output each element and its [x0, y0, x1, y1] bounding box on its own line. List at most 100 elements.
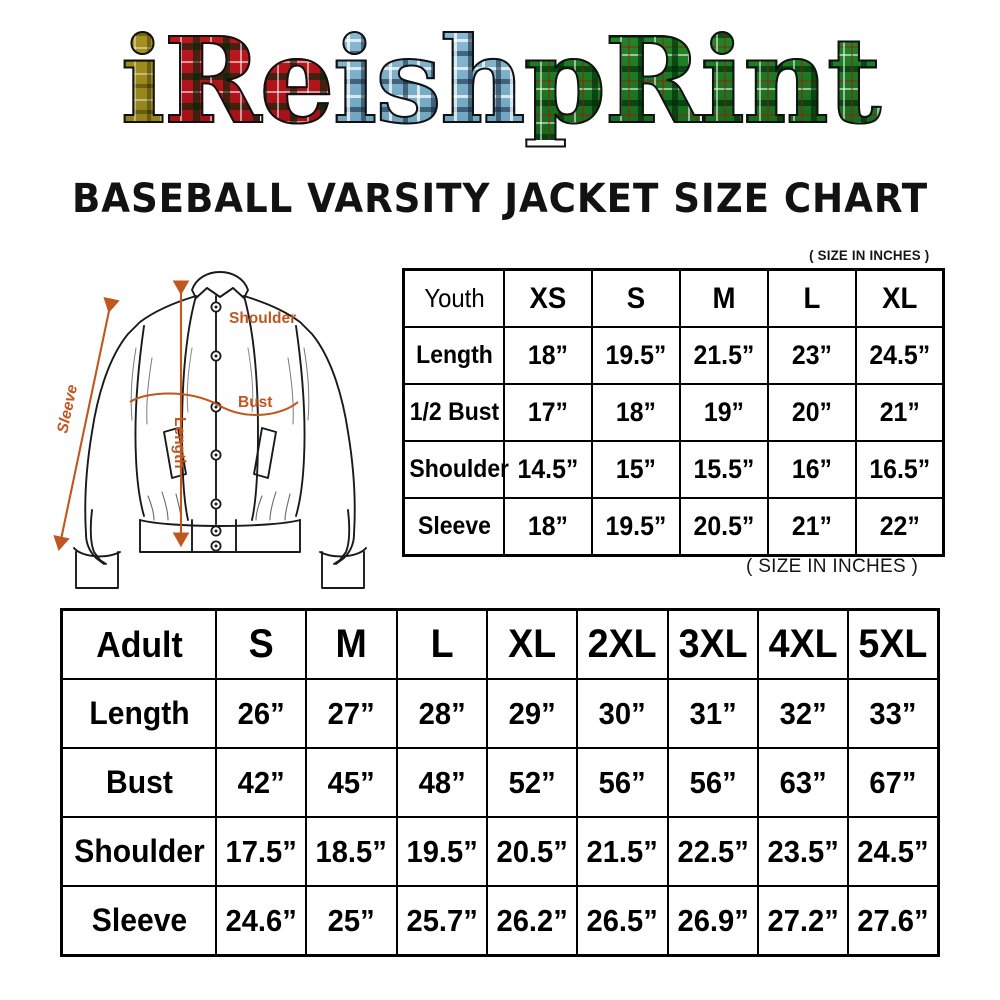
table-cell: 27”: [308, 678, 395, 749]
table-cell: 21”: [770, 497, 853, 557]
table-header-row: Adult S M L XL 2XL 3XL 4XL 5XL: [62, 608, 939, 680]
table-header-row: Youth XS S M L XL: [404, 268, 944, 328]
table-cell: 56”: [579, 747, 666, 818]
table-cell: 33”: [849, 678, 937, 749]
left-cuff: [75, 551, 119, 589]
adult-row-label-sleeve: Sleeve: [65, 885, 213, 957]
table-cell: 16.5”: [858, 440, 941, 499]
adult-col-3xl: 3XL: [669, 608, 757, 680]
brand-letter-10: t: [826, 11, 882, 150]
brand-letter-4: s: [374, 11, 442, 150]
table-cell: 26”: [217, 678, 305, 749]
table-cell: 32”: [759, 678, 847, 749]
table-cell: 14.5”: [506, 440, 590, 499]
table-cell: 21”: [858, 383, 941, 442]
table-cell: 48”: [398, 747, 486, 818]
table-cell: 27.2”: [759, 885, 847, 957]
right-side-outline: [243, 295, 356, 565]
table-cell: 15”: [594, 440, 678, 499]
brand-letter-7: R: [603, 11, 703, 150]
table-cell: 52”: [488, 747, 576, 818]
waistband-top-curve: [139, 519, 301, 527]
table-cell: 20.5”: [488, 816, 576, 887]
table-cell: 23”: [770, 326, 853, 385]
table-cell: 30”: [579, 678, 666, 749]
adult-col-xl: XL: [488, 608, 576, 680]
brand-logo-text: iReishpRint: [120, 11, 883, 150]
table-cell: 26.2”: [488, 885, 576, 957]
table-cell: 20”: [770, 383, 853, 442]
table-row: Sleeve 24.6” 25” 25.7” 26.2” 26.5” 26.9”…: [62, 885, 939, 957]
left-sleeve-seam: [134, 325, 145, 517]
youth-col-l: L: [770, 268, 853, 328]
bust-arrow: [129, 392, 299, 417]
table-cell: 19.5”: [594, 326, 678, 385]
table-cell: 19.5”: [398, 816, 486, 887]
right-cuff: [321, 551, 365, 589]
table-cell: 19.5”: [594, 497, 678, 557]
table-row: Shoulder 14.5” 15” 15.5” 16” 16.5”: [404, 440, 944, 499]
table-cell: 28”: [398, 678, 486, 749]
right-pocket: [253, 427, 277, 479]
table-cell: 17”: [506, 383, 590, 442]
table-cell: 56”: [669, 747, 757, 818]
adult-col-4xl: 4XL: [759, 608, 847, 680]
table-cell: 17.5”: [217, 816, 305, 887]
table-cell: 31”: [669, 678, 757, 749]
table-cell: 67”: [849, 747, 937, 818]
table-cell: 24.5”: [849, 816, 937, 887]
collar-outline: [191, 271, 249, 299]
table-cell: 26.9”: [669, 885, 757, 957]
right-sleeve-lower: [333, 509, 351, 565]
youth-row-label-shoulder: Shoulder: [406, 440, 509, 499]
sleeve-arrow: [53, 296, 120, 552]
adult-col-l: L: [398, 608, 486, 680]
table-cell: 45”: [308, 747, 395, 818]
adult-row-label-shoulder: Shoulder: [65, 816, 213, 887]
table-cell: 19”: [682, 383, 766, 442]
table-cell: 18”: [506, 326, 590, 385]
brand-letter-0: i: [120, 11, 167, 150]
table-cell: 22.5”: [669, 816, 757, 887]
brand-letter-8: i: [699, 11, 746, 150]
table-cell: 18.5”: [308, 816, 395, 887]
table-cell: 24.6”: [217, 885, 305, 957]
left-panel-seam: [181, 295, 197, 521]
adult-col-2xl: 2XL: [579, 608, 666, 680]
jacket-measurement-diagram: Shoulder Length Bust Sleeve: [40, 252, 400, 597]
table-cell: 26.5”: [579, 885, 666, 957]
table-row: Sleeve 18” 19.5” 20.5” 21” 22”: [404, 497, 944, 557]
table-cell: 22”: [858, 497, 941, 557]
youth-units-caption: ( SIZE IN INCHES ): [809, 247, 930, 263]
brand-letter-9: n: [742, 11, 830, 150]
table-cell: 21.5”: [579, 816, 666, 887]
adult-corner-label: Adult: [65, 608, 213, 680]
brand-letter-5: h: [439, 11, 527, 150]
snap-buttons: [210, 301, 222, 552]
brand-letter-2: e: [259, 11, 336, 150]
adult-size-table: Adult S M L XL 2XL 3XL 4XL 5XL Length 26…: [60, 608, 940, 957]
brand-logo: iReishpRint: [0, 11, 1000, 172]
page-title: BASEBALL VARSITY JACKET SIZE CHART: [71, 176, 929, 222]
table-row: Length 18” 19.5” 21.5” 23” 24.5”: [404, 326, 944, 385]
youth-col-m: M: [682, 268, 766, 328]
table-cell: 24.5”: [858, 326, 941, 385]
table-cell: 18”: [506, 497, 590, 557]
table-row: Shoulder 17.5” 18.5” 19.5” 20.5” 21.5” 2…: [62, 816, 939, 887]
table-cell: 29”: [488, 678, 576, 749]
adult-col-s: S: [217, 608, 305, 680]
right-panel-seam: [243, 295, 259, 521]
table-cell: 63”: [759, 747, 847, 818]
adult-col-m: M: [308, 608, 395, 680]
label-bust: Bust: [238, 394, 272, 411]
brand-letter-1: R: [162, 11, 262, 150]
table-cell: 18”: [594, 383, 678, 442]
table-row: Bust 42” 45” 48” 52” 56” 56” 63” 67”: [62, 747, 939, 818]
brand-letter-3: i: [332, 11, 379, 150]
table-cell: 25.7”: [398, 885, 486, 957]
adult-row-label-bust: Bust: [65, 747, 213, 818]
label-shoulder: Shoulder: [229, 310, 296, 327]
table-cell: 16”: [770, 440, 853, 499]
right-cuff-top: [319, 547, 367, 558]
